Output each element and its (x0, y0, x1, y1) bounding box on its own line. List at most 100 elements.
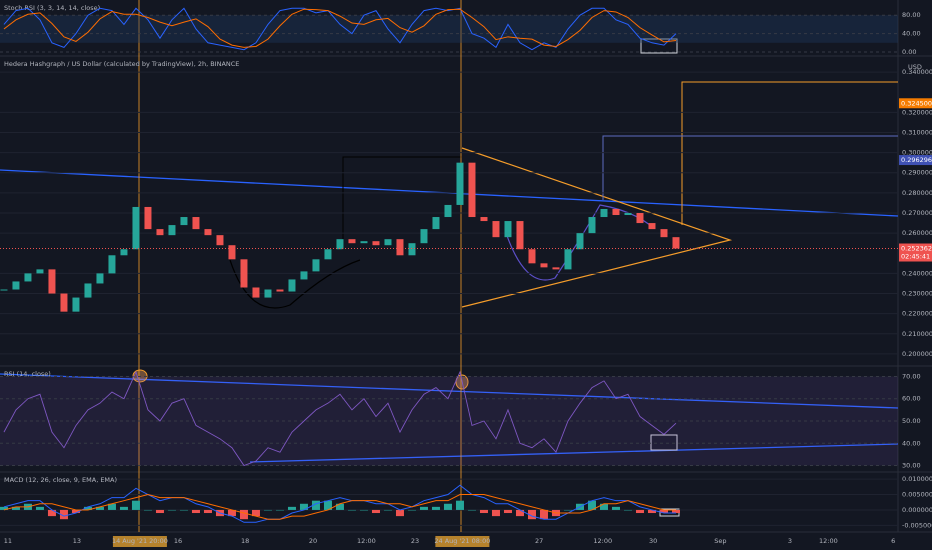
histogram-bar (587, 500, 596, 510)
candle (24, 273, 32, 282)
candle (552, 267, 560, 270)
candle (564, 249, 572, 270)
y-tick-label: 0.29000000 (902, 169, 932, 177)
cup-curve (504, 204, 651, 281)
candle (36, 269, 44, 274)
indicator-line (3, 484, 676, 523)
histogram-bar (71, 509, 80, 514)
histogram-bar (59, 509, 68, 520)
histogram-bar (35, 506, 44, 510)
histogram-bar (95, 506, 104, 510)
candle (156, 229, 164, 236)
candle (612, 208, 620, 216)
histogram-bar (143, 509, 152, 511)
histogram-bar (311, 500, 320, 510)
y-tick-label: 0.28000000 (902, 189, 932, 197)
histogram-bar (251, 509, 260, 517)
panel-title: MACD (12, 26, close, 9, EMA, EMA) (4, 476, 117, 484)
candle (204, 229, 212, 236)
candle (588, 217, 596, 234)
y-tick-label: 40.00 (902, 30, 921, 38)
histogram-bar (407, 509, 416, 511)
histogram-bar (347, 509, 356, 511)
candle (600, 208, 608, 218)
histogram-bar (527, 509, 536, 520)
price-label-box (899, 98, 932, 109)
x-tick-highlight (112, 536, 167, 547)
price-label: 0.32450000 (901, 99, 932, 107)
candle (276, 289, 284, 292)
y-tick-label: 0.32000000 (902, 108, 932, 116)
x-tick-label: 20 (309, 537, 317, 545)
candle (624, 213, 632, 216)
histogram-bar (323, 500, 332, 510)
indicator-line (3, 493, 676, 520)
candle (408, 243, 416, 256)
price-label: 0.29629624 (901, 156, 932, 164)
candle (504, 221, 512, 238)
indicator-line (3, 370, 677, 467)
x-tick-label: 14 Aug '21 20:00 (112, 537, 168, 545)
histogram-bar (443, 503, 452, 510)
histogram-bar (611, 506, 620, 510)
candle (120, 249, 128, 256)
candle (132, 206, 140, 250)
histogram-bar (503, 509, 512, 514)
histogram-bar (371, 509, 380, 514)
x-tick-label: 24 Aug '21 08:00 (434, 537, 490, 545)
candle (540, 263, 548, 268)
histogram-bar (83, 506, 92, 510)
histogram-bar (203, 509, 212, 514)
box-line (342, 156, 462, 250)
triangle (461, 147, 733, 308)
histogram-bar (107, 503, 116, 510)
price-label: 0.25236254 (901, 245, 932, 253)
candle (444, 204, 452, 218)
price-label-box (899, 155, 932, 166)
panel-title: Hedera Hashgraph / US Dollar (calculated… (4, 60, 239, 68)
x-tick-label: 3 (788, 537, 792, 545)
x-tick-highlight (435, 536, 490, 547)
histogram-bar (119, 506, 128, 510)
y-tick-label: 30.00 (902, 462, 921, 470)
histogram-bar (419, 506, 428, 510)
y-tick-label: -0.00500000 (902, 521, 932, 529)
candle (480, 217, 488, 222)
candle (216, 235, 224, 246)
candle (396, 239, 404, 256)
histogram-bar (635, 509, 644, 514)
y-tick-label: 70.00 (902, 372, 921, 380)
candle (432, 217, 440, 230)
candle (516, 221, 524, 250)
y-tick-label: 0.30000000 (902, 149, 932, 157)
band (0, 15, 898, 43)
x-tick-label: 13 (73, 537, 81, 545)
x-tick-label: 11 (4, 537, 12, 545)
candle (348, 239, 356, 244)
y-tick-label: 0.23000000 (902, 290, 932, 298)
y-tick-label: 0.27000000 (902, 209, 932, 217)
histogram-bar (395, 509, 404, 517)
y-tick-label: 0.31000000 (902, 128, 932, 136)
candle (252, 287, 260, 298)
candle (264, 289, 272, 298)
histogram-bar (179, 509, 188, 511)
candle (240, 259, 248, 288)
histogram-bar (431, 506, 440, 510)
histogram-bar (287, 506, 296, 510)
target-line (602, 135, 898, 200)
candle (60, 293, 68, 312)
y-tick-label: 0.22000000 (902, 310, 932, 318)
x-tick-label: 12:00 (819, 537, 838, 545)
x-tick-label: 27 (535, 537, 543, 545)
histogram-bar (491, 509, 500, 517)
candle (336, 239, 344, 250)
candle (0, 289, 8, 291)
histogram-bar (563, 509, 572, 511)
y-tick-label: 40.00 (902, 439, 921, 447)
x-tick-label: 23 (411, 537, 419, 545)
y-tick-label: 0.00500000 (902, 491, 932, 499)
candle (312, 259, 320, 272)
y-tick-label: 0.20000000 (902, 350, 932, 358)
x-tick-label: 30 (649, 537, 657, 545)
